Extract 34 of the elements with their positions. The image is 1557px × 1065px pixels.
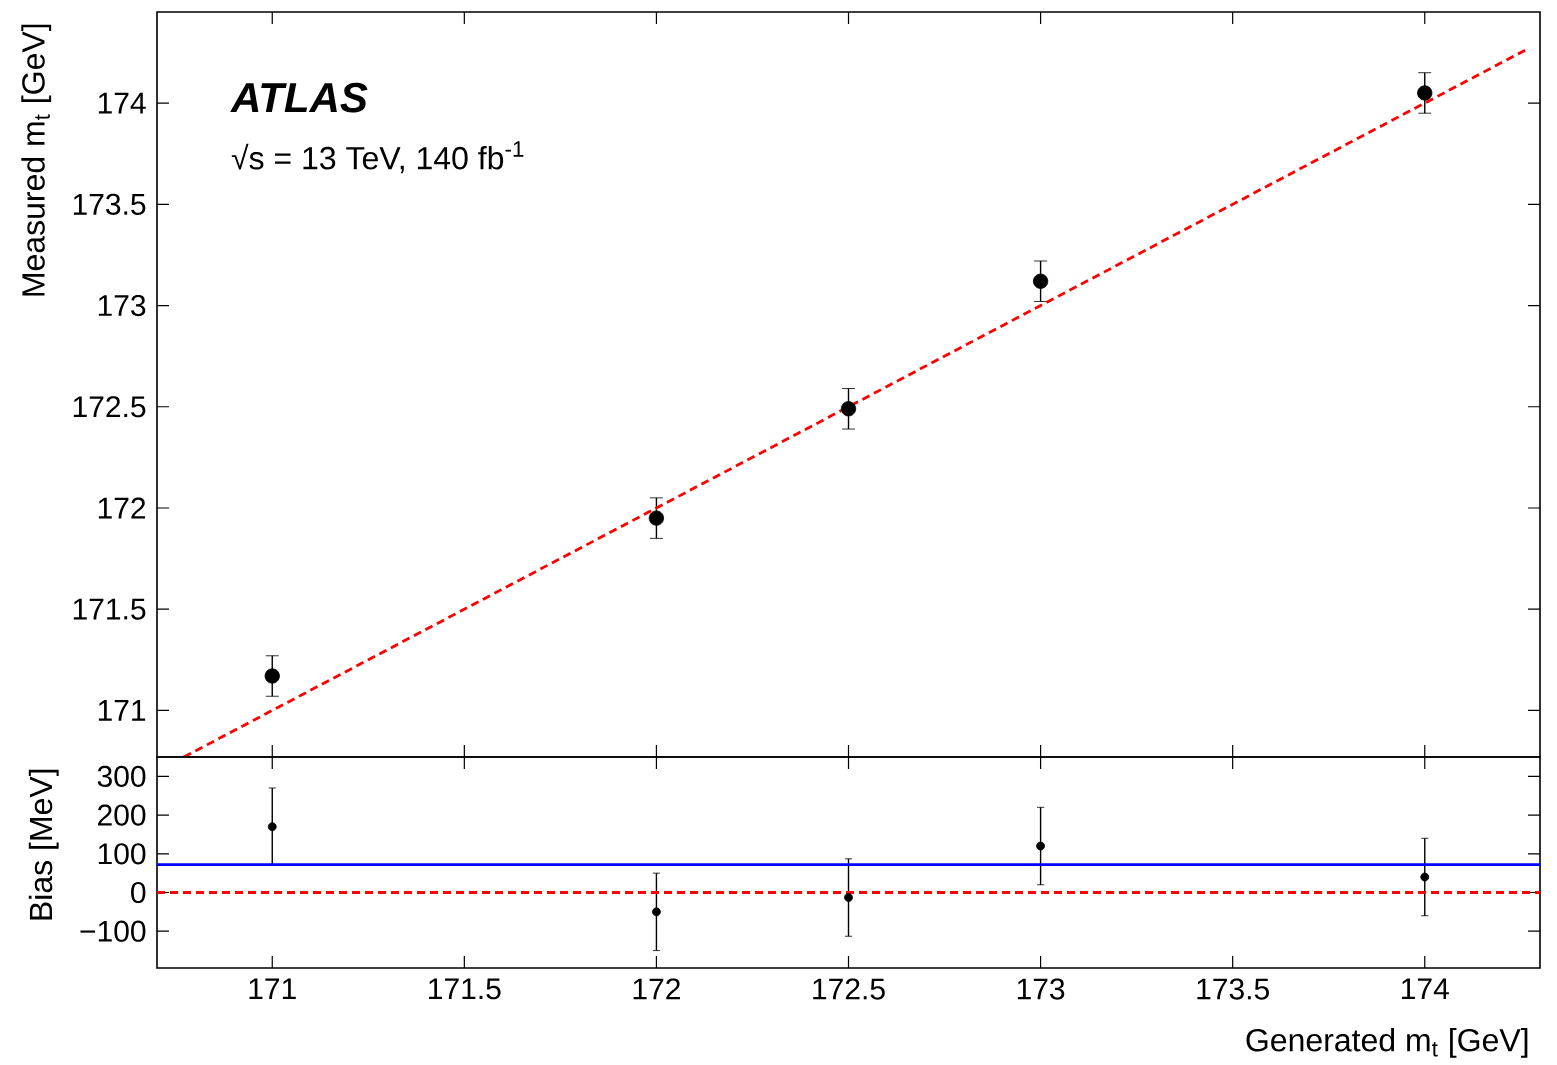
point [840,401,857,417]
y-tick-label: 171.5 [73,598,146,620]
annotation: √s = 13 TeV, 140 fb$^{-1}$ [231,141,524,174]
x-tick-label: 174 [1402,978,1449,1000]
point [648,510,665,526]
y-tick-label: −100 [80,920,146,942]
point [1032,273,1049,289]
annotation: ATLAS [230,82,368,113]
point [264,668,280,684]
y-axis-title: Measured m$_{t}$ [GeV] [21,24,52,296]
x-tick-label: 173 [1017,978,1065,1000]
point [1420,872,1430,882]
x-tick-label: 171.5 [429,978,501,1000]
point [1417,85,1433,101]
point [844,893,853,902]
x-tick-label: 173.5 [1197,978,1269,1000]
x-tick-label: 172.5 [813,978,885,1000]
y-tick-label: 173.5 [73,193,146,215]
x-axis-title: Generated m$_{t}$ [GeV] [1246,1028,1528,1058]
y-axis-title: Bias [MeV] [28,769,59,920]
y-tick-label: 172 [98,497,146,519]
point [652,907,661,917]
y-tick-label: 300 [97,765,146,787]
point [1036,841,1045,851]
point [267,822,277,832]
y-tick-label: 172.5 [73,396,146,418]
y-tick-label: 0 [131,881,146,904]
x-tick-label: 171 [249,978,296,1000]
y-tick-label: 200 [98,804,146,826]
y-tick-label: 174 [98,92,146,114]
y-tick-label: 100 [98,843,146,865]
y-tick-label: 171 [98,700,146,721]
y-tick-label: 173 [98,294,146,317]
x-tick-label: 172 [633,978,680,1000]
